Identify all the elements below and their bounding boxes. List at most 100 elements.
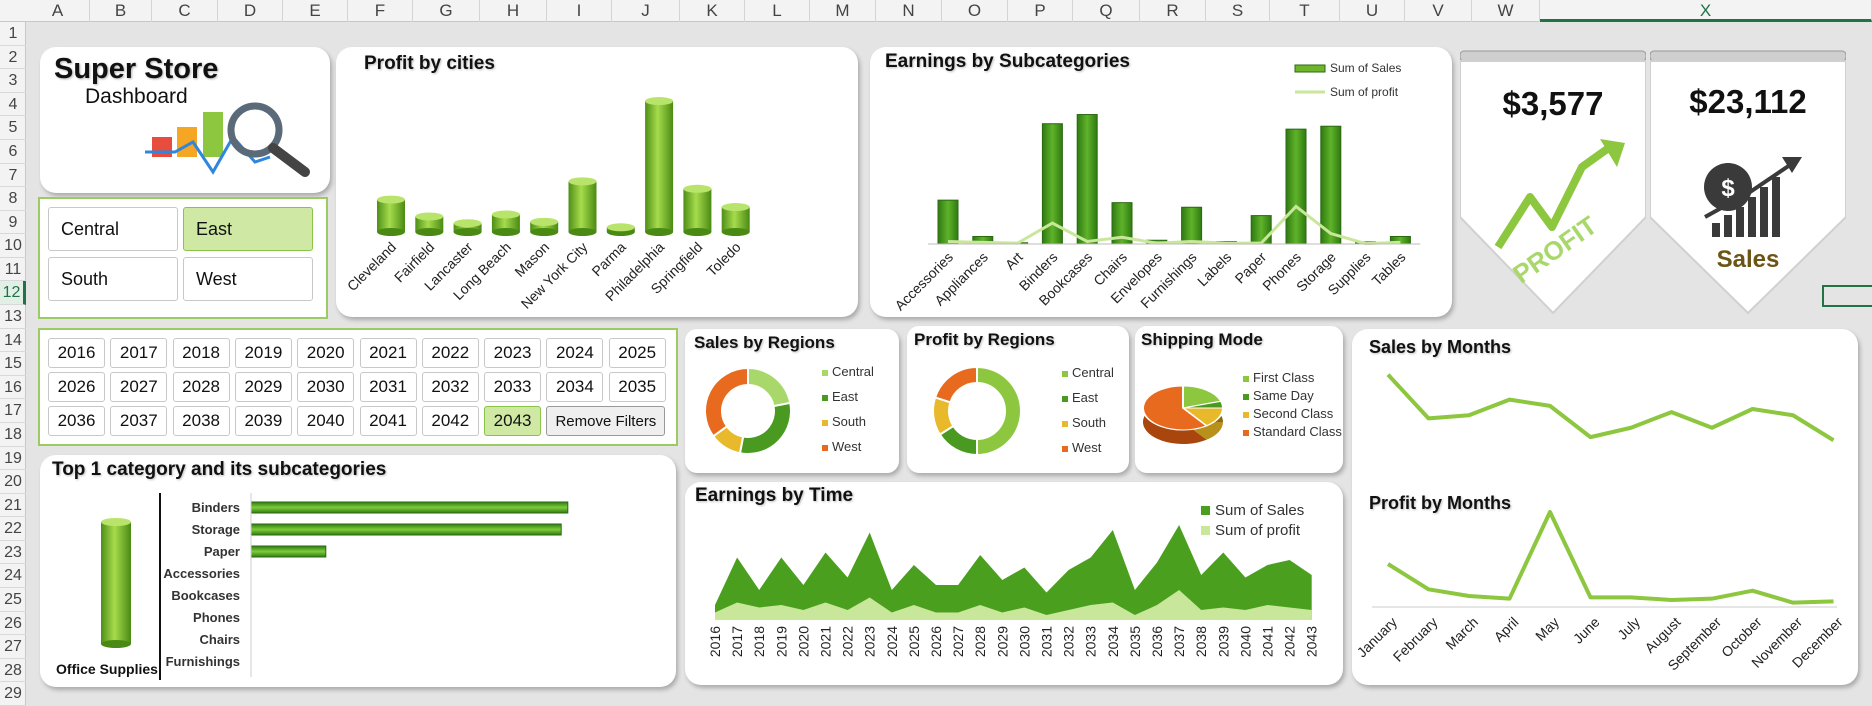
legend-swatch-sales xyxy=(1294,64,1326,73)
cylinder-bottom xyxy=(101,640,131,648)
year-button-2043[interactable]: 2043 xyxy=(484,406,542,436)
row-header-15[interactable]: 15 xyxy=(0,352,26,376)
column-header-d[interactable]: D xyxy=(218,0,283,22)
row-header-20[interactable]: 20 xyxy=(0,470,26,494)
row-header-29[interactable]: 29 xyxy=(0,682,26,706)
column-header-i[interactable]: I xyxy=(547,0,612,22)
column-header-x[interactable]: X xyxy=(1540,0,1872,22)
selected-cell[interactable] xyxy=(1822,285,1872,307)
legend-swatch xyxy=(1062,421,1068,427)
tick-label: Accessories xyxy=(163,566,240,581)
column-header-v[interactable]: V xyxy=(1405,0,1472,22)
year-button-2038[interactable]: 2038 xyxy=(172,406,230,436)
column-header-b[interactable]: B xyxy=(90,0,152,22)
row-header-12[interactable]: 12 xyxy=(0,281,26,306)
row-header-18[interactable]: 18 xyxy=(0,423,26,447)
year-button-2033[interactable]: 2033 xyxy=(484,372,542,402)
column-header-l[interactable]: L xyxy=(745,0,810,22)
region-button-central[interactable]: Central xyxy=(48,207,178,251)
year-button-2020[interactable]: 2020 xyxy=(297,338,355,368)
region-button-west[interactable]: West xyxy=(183,257,313,301)
row-header-11[interactable]: 11 xyxy=(0,258,26,282)
row-header-4[interactable]: 4 xyxy=(0,93,26,117)
year-button-2040[interactable]: 2040 xyxy=(297,406,355,436)
year-button-2023[interactable]: 2023 xyxy=(484,338,542,368)
year-button-2036[interactable]: 2036 xyxy=(48,406,105,436)
year-button-2025[interactable]: 2025 xyxy=(608,338,666,368)
column-header-p[interactable]: P xyxy=(1008,0,1073,22)
row-header-8[interactable]: 8 xyxy=(0,187,26,211)
row-header-22[interactable]: 22 xyxy=(0,517,26,541)
column-header-a[interactable]: A xyxy=(26,0,90,22)
region-button-east[interactable]: East xyxy=(183,207,313,251)
year-button-2039[interactable]: 2039 xyxy=(234,406,292,436)
year-button-2042[interactable]: 2042 xyxy=(421,406,479,436)
dashboard-subtitle: Dashboard xyxy=(85,85,188,108)
year-button-2017[interactable]: 2017 xyxy=(110,338,168,368)
column-header-c[interactable]: C xyxy=(152,0,218,22)
row-header-16[interactable]: 16 xyxy=(0,376,26,400)
row-header-6[interactable]: 6 xyxy=(0,140,26,164)
row-header-28[interactable]: 28 xyxy=(0,659,26,683)
year-button-2024[interactable]: 2024 xyxy=(546,338,604,368)
row-header-13[interactable]: 13 xyxy=(0,305,26,329)
column-header-t[interactable]: T xyxy=(1270,0,1340,22)
year-button-2037[interactable]: 2037 xyxy=(110,406,168,436)
year-button-2041[interactable]: 2041 xyxy=(359,406,417,436)
tick-label: 2023 xyxy=(862,626,878,657)
year-button-2029[interactable]: 2029 xyxy=(234,372,292,402)
chart-title: Top 1 category and its subcategories xyxy=(52,459,387,480)
year-button-2032[interactable]: 2032 xyxy=(421,372,479,402)
legend-swatch-sales xyxy=(1201,506,1210,515)
year-button-2034[interactable]: 2034 xyxy=(546,372,604,402)
row-header-26[interactable]: 26 xyxy=(0,612,26,636)
year-button-2016[interactable]: 2016 xyxy=(48,338,105,368)
row-header-27[interactable]: 27 xyxy=(0,635,26,659)
year-button-2031[interactable]: 2031 xyxy=(359,372,417,402)
year-button-2018[interactable]: 2018 xyxy=(172,338,230,368)
row-header-21[interactable]: 21 xyxy=(0,494,26,518)
column-header-h[interactable]: H xyxy=(480,0,547,22)
column-header-r[interactable]: R xyxy=(1140,0,1206,22)
column-header-o[interactable]: O xyxy=(942,0,1008,22)
remove-filters-button[interactable]: Remove Filters xyxy=(546,406,666,436)
year-button-2026[interactable]: 2026 xyxy=(48,372,105,402)
column-header-q[interactable]: Q xyxy=(1073,0,1140,22)
row-header-9[interactable]: 9 xyxy=(0,211,26,235)
column-header-j[interactable]: J xyxy=(612,0,680,22)
row-header-5[interactable]: 5 xyxy=(0,116,26,140)
year-button-2019[interactable]: 2019 xyxy=(234,338,292,368)
column-header-n[interactable]: N xyxy=(876,0,942,22)
row-header-23[interactable]: 23 xyxy=(0,541,26,565)
year-button-2021[interactable]: 2021 xyxy=(359,338,417,368)
year-button-2028[interactable]: 2028 xyxy=(172,372,230,402)
column-header-k[interactable]: K xyxy=(680,0,745,22)
column-header-f[interactable]: F xyxy=(348,0,413,22)
row-header-10[interactable]: 10 xyxy=(0,234,26,258)
year-button-2027[interactable]: 2027 xyxy=(110,372,168,402)
row-header-1[interactable]: 1 xyxy=(0,22,26,46)
column-header-w[interactable]: W xyxy=(1472,0,1540,22)
tick-label: 2031 xyxy=(1039,626,1055,657)
row-header-17[interactable]: 17 xyxy=(0,399,26,423)
year-button-2030[interactable]: 2030 xyxy=(297,372,355,402)
year-button-2022[interactable]: 2022 xyxy=(421,338,479,368)
year-button-2035[interactable]: 2035 xyxy=(608,372,666,402)
tick-label: Toledo xyxy=(703,239,744,280)
row-header-7[interactable]: 7 xyxy=(0,164,26,188)
region-button-south[interactable]: South xyxy=(48,257,178,301)
row-header-2[interactable]: 2 xyxy=(0,46,26,70)
tick-label: 2042 xyxy=(1282,626,1298,657)
row-header-19[interactable]: 19 xyxy=(0,447,26,471)
tick-label: Tables xyxy=(1369,249,1409,289)
row-header-25[interactable]: 25 xyxy=(0,588,26,612)
row-header-14[interactable]: 14 xyxy=(0,329,26,353)
row-header-3[interactable]: 3 xyxy=(0,69,26,93)
column-header-e[interactable]: E xyxy=(283,0,348,22)
column-header-g[interactable]: G xyxy=(413,0,480,22)
row-header-24[interactable]: 24 xyxy=(0,564,26,589)
column-header-m[interactable]: M xyxy=(810,0,876,22)
column-header-s[interactable]: S xyxy=(1206,0,1270,22)
column-header-u[interactable]: U xyxy=(1340,0,1405,22)
